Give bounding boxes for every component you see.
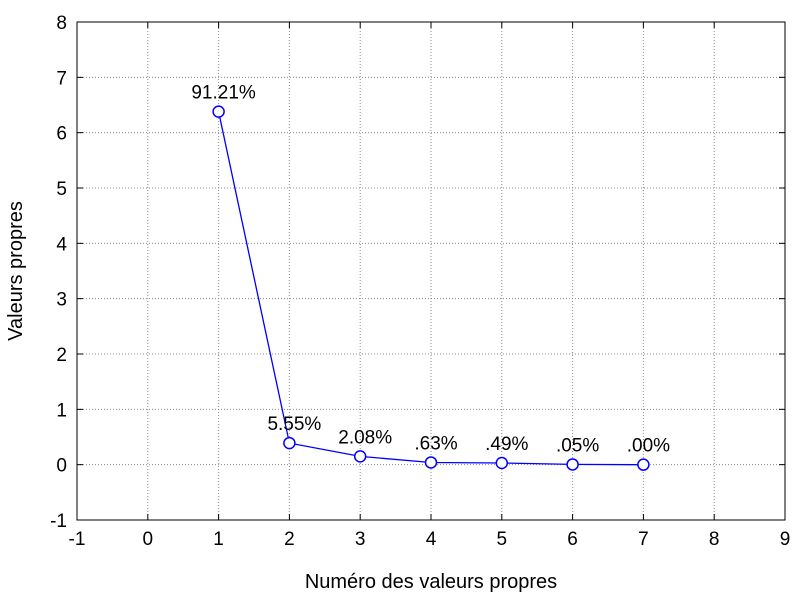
x-tick-label: 1 [213,529,224,550]
data-point-marker [566,458,579,471]
y-tick-label: 1 [56,400,67,421]
grid [77,22,785,520]
y-axis-title: Valeurs propres [5,201,27,341]
y-tick-label: 5 [56,179,67,200]
y-tick-label: 8 [56,13,67,34]
y-tick-label: 7 [56,68,67,89]
x-axis-title: Numéro des valeurs propres [305,571,557,593]
x-tick-label: 7 [638,529,649,550]
y-tick-label: -1 [50,511,67,532]
data-point-marker [212,105,225,118]
y-tick-label: 4 [56,234,67,255]
y-tick-label: 6 [56,124,67,145]
data-label: 5.55% [267,414,321,435]
y-tick-label: 3 [56,290,67,311]
data-point-marker [495,456,509,470]
x-tick-label: 3 [355,529,366,550]
data-point-marker [424,456,438,469]
data-label: .49% [485,434,528,455]
x-tick-label: 4 [426,529,437,550]
data-label: .63% [414,433,457,454]
axis-ticks: -1 0 1 2 3 4 5 6 7 8 9 -1 0 1 2 3 4 5 6 7 8 [50,13,790,550]
y-tick-label: 0 [56,456,67,477]
series-line [217,111,644,466]
data-series [212,105,650,471]
data-labels: 91.21% 5.55% 2.08% .63% .49% .05% .00% [191,83,670,457]
x-tick-label: 5 [497,529,508,550]
data-label: .05% [556,435,599,456]
data-label: 2.08% [338,427,392,448]
x-tick-label: 2 [284,529,295,550]
data-point-marker [637,458,650,471]
x-tick-label: -1 [69,529,86,550]
data-point-marker [283,436,296,450]
x-tick-label: 0 [143,529,154,550]
x-tick-label: 6 [567,529,578,550]
data-label: 91.21% [191,83,256,104]
x-tick-label: 8 [709,529,720,550]
x-tick-label: 9 [780,529,791,550]
data-point-marker [353,450,367,463]
y-tick-label: 2 [56,345,67,366]
data-label: .00% [627,436,670,457]
